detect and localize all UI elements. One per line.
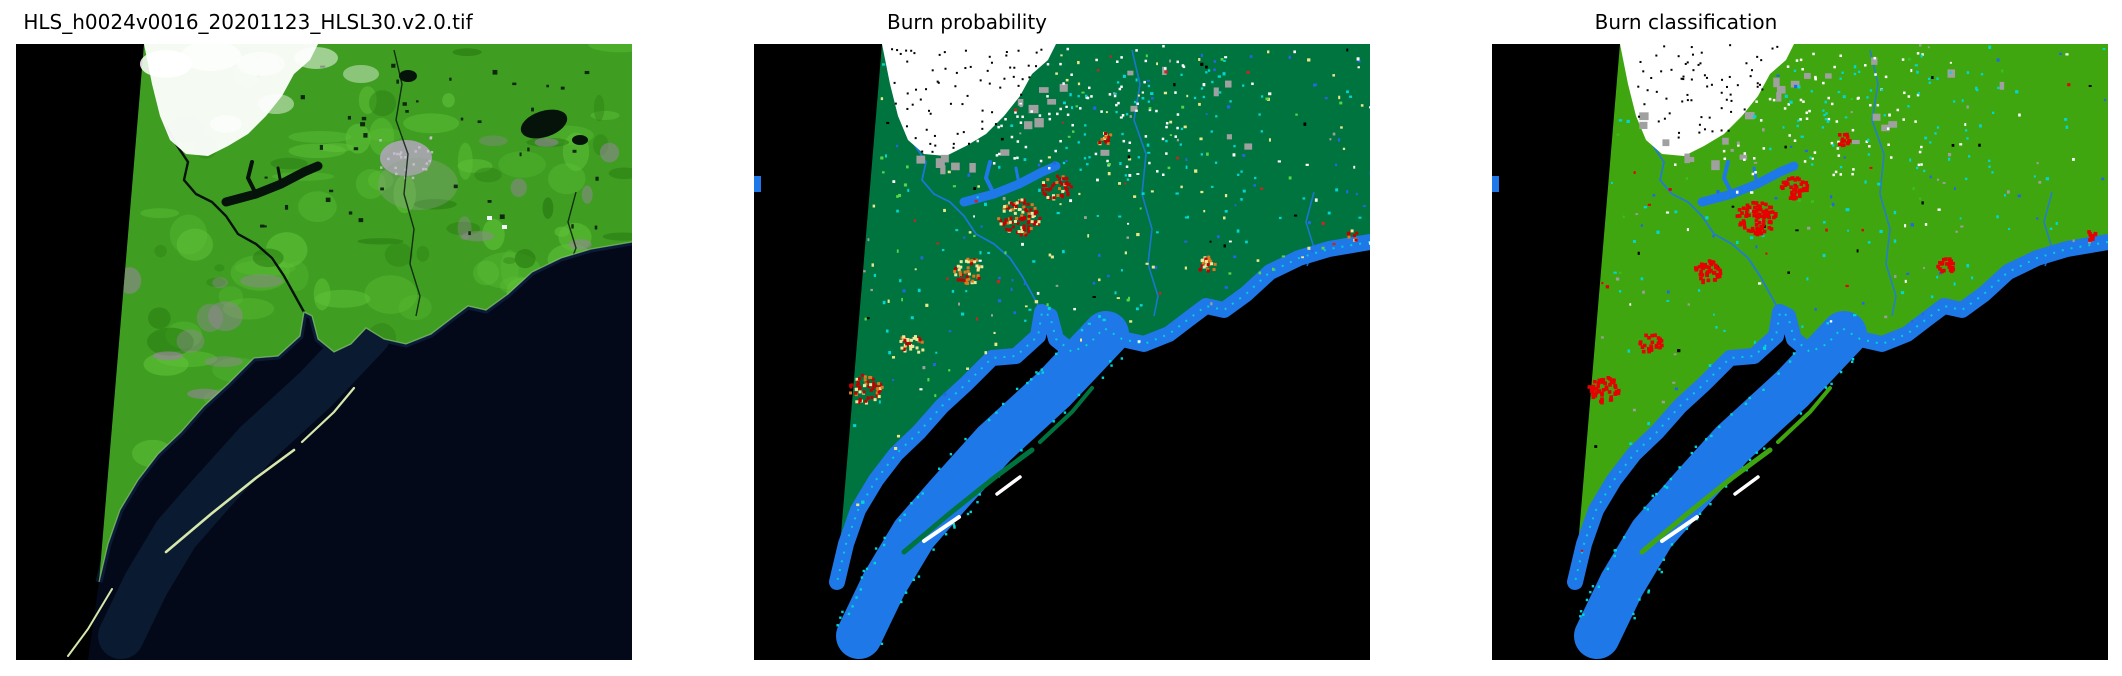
- burn-classification-map: [1492, 44, 2108, 660]
- panel-title-burn-classification: Burn classification: [1594, 10, 1778, 34]
- panel-title-hls: HLS_h0024v0016_20201123_HLSL30.v2.0.tif: [23, 10, 473, 34]
- panel-title-burn-probability: Burn probability: [886, 10, 1048, 34]
- burn-probability-map: [754, 44, 1370, 660]
- hls-true-color-image: [16, 44, 632, 660]
